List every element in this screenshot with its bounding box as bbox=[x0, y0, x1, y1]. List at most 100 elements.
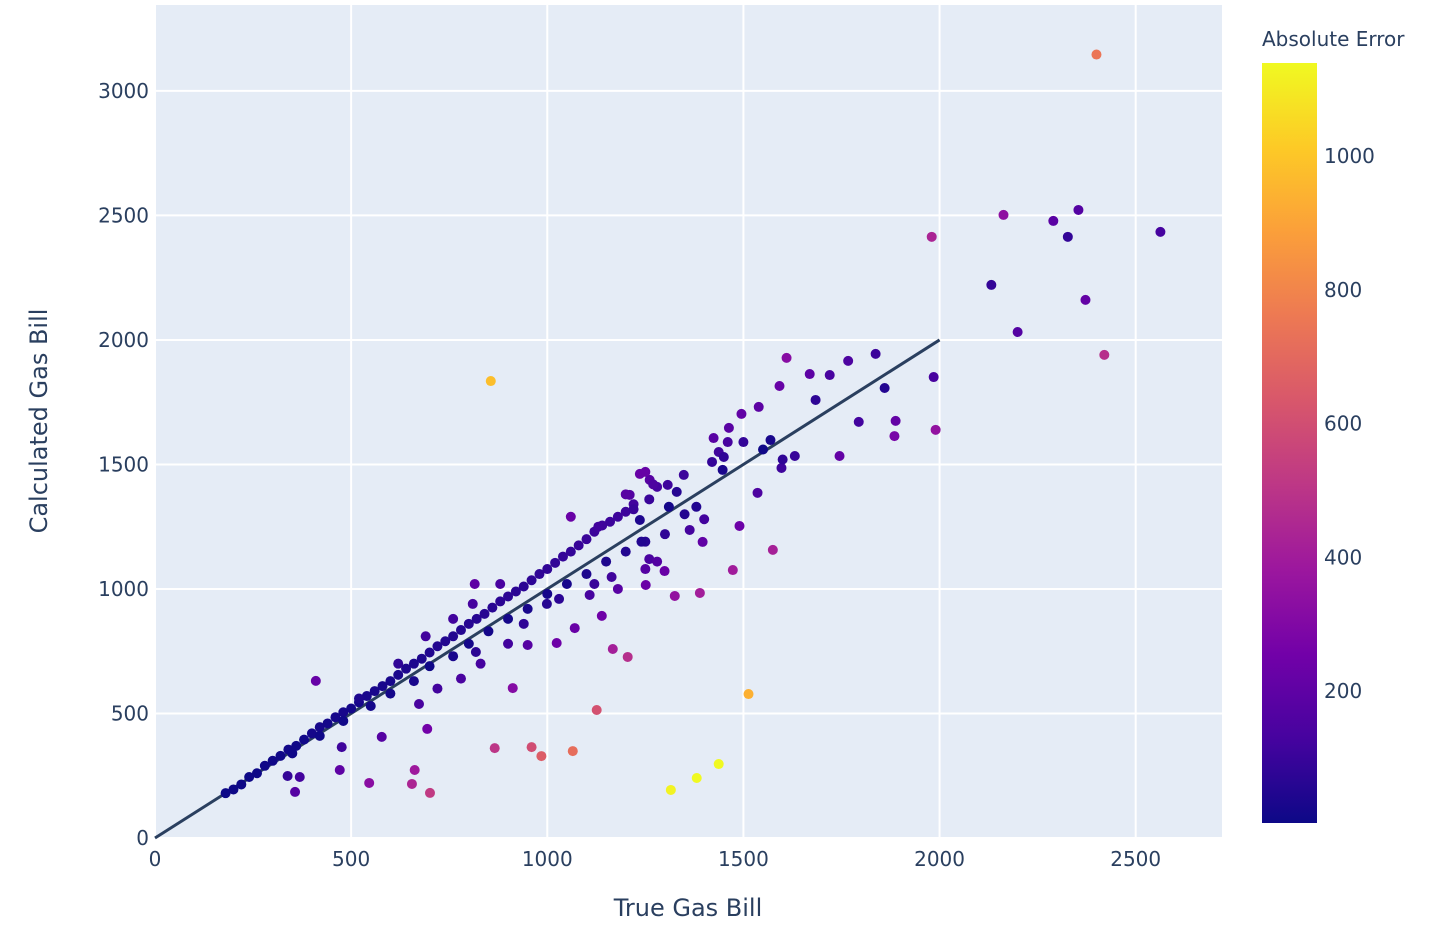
data-point bbox=[440, 636, 451, 647]
data-point bbox=[640, 466, 651, 477]
data-point bbox=[541, 598, 552, 609]
data-point bbox=[220, 788, 231, 799]
y-tick-label: 1500 bbox=[98, 452, 149, 476]
data-point bbox=[393, 669, 404, 680]
data-point bbox=[369, 686, 380, 697]
data-point bbox=[542, 564, 553, 575]
data-point bbox=[455, 673, 466, 684]
data-point bbox=[606, 572, 617, 583]
data-point bbox=[694, 587, 705, 598]
data-point bbox=[522, 603, 533, 614]
y-tick-label: 2500 bbox=[98, 203, 149, 227]
data-point bbox=[879, 383, 890, 394]
y-tick-labels: 0 500 1000 1500 2000 2500 3000 bbox=[98, 79, 149, 850]
data-point bbox=[810, 394, 821, 405]
data-points bbox=[220, 49, 1166, 799]
data-point bbox=[448, 631, 459, 642]
data-point bbox=[259, 760, 270, 771]
data-point bbox=[314, 722, 325, 733]
data-point bbox=[679, 509, 690, 520]
data-point bbox=[644, 494, 655, 505]
data-point bbox=[518, 618, 529, 629]
data-point bbox=[663, 501, 674, 512]
data-point bbox=[640, 579, 651, 590]
data-point bbox=[406, 778, 417, 789]
data-point bbox=[495, 596, 506, 607]
data-point bbox=[777, 454, 788, 465]
data-point bbox=[644, 554, 655, 565]
data-point bbox=[774, 381, 785, 392]
data-point bbox=[804, 369, 815, 380]
data-point bbox=[282, 770, 293, 781]
data-point bbox=[424, 661, 435, 672]
plot-area bbox=[155, 5, 1222, 838]
data-point bbox=[573, 540, 584, 551]
data-point bbox=[691, 772, 702, 783]
data-point bbox=[1012, 326, 1023, 337]
data-point bbox=[470, 646, 481, 657]
data-point bbox=[448, 651, 459, 662]
data-point bbox=[557, 551, 568, 562]
colorbar-tick-labels: 200 400 600 800 1000 bbox=[1324, 144, 1375, 703]
data-point bbox=[834, 450, 845, 461]
data-point bbox=[593, 521, 604, 532]
data-point bbox=[416, 653, 427, 664]
data-point bbox=[554, 593, 565, 604]
x-tick-label: 500 bbox=[332, 847, 370, 871]
colorbar bbox=[1262, 63, 1317, 823]
data-point bbox=[489, 743, 500, 754]
data-point bbox=[542, 588, 553, 599]
colorbar-tick-label: 600 bbox=[1324, 412, 1362, 436]
data-point bbox=[713, 759, 724, 770]
data-point bbox=[251, 768, 262, 779]
data-point bbox=[767, 544, 778, 555]
data-point bbox=[718, 451, 729, 462]
y-tick-label: 0 bbox=[136, 826, 149, 850]
y-axis-title: Calculated Gas Bill bbox=[25, 309, 53, 534]
data-point bbox=[1155, 226, 1166, 237]
colorbar-tick-label: 200 bbox=[1324, 679, 1362, 703]
data-point bbox=[338, 707, 349, 718]
data-point bbox=[479, 608, 490, 619]
data-point bbox=[612, 583, 623, 594]
data-point bbox=[926, 231, 937, 242]
data-point bbox=[607, 643, 618, 654]
data-point bbox=[485, 376, 496, 387]
data-point bbox=[365, 701, 376, 712]
data-point bbox=[377, 681, 388, 692]
data-point bbox=[930, 424, 941, 435]
data-point bbox=[565, 511, 576, 522]
x-tick-labels: 0 500 1000 1500 2000 2500 bbox=[149, 847, 1162, 871]
data-point bbox=[526, 575, 537, 586]
data-point bbox=[299, 734, 310, 745]
data-point bbox=[662, 479, 673, 490]
data-point bbox=[550, 557, 561, 568]
data-point bbox=[853, 416, 864, 427]
data-point bbox=[890, 415, 901, 426]
data-point bbox=[424, 647, 435, 658]
data-point bbox=[648, 479, 659, 490]
data-point bbox=[408, 676, 419, 687]
data-point bbox=[334, 765, 345, 776]
data-point bbox=[652, 556, 663, 567]
data-point bbox=[752, 487, 763, 498]
data-point bbox=[495, 578, 506, 589]
data-point bbox=[432, 683, 443, 694]
data-point bbox=[753, 401, 764, 412]
data-point bbox=[870, 348, 881, 359]
data-point bbox=[507, 683, 518, 694]
data-point bbox=[634, 514, 645, 525]
data-point bbox=[596, 610, 607, 621]
data-point bbox=[244, 771, 255, 782]
data-point bbox=[455, 625, 466, 636]
data-point bbox=[727, 565, 738, 576]
data-point bbox=[503, 638, 514, 649]
data-point bbox=[475, 658, 486, 669]
data-point bbox=[310, 675, 321, 686]
data-point bbox=[364, 777, 375, 788]
data-point bbox=[483, 626, 494, 637]
x-tick-label: 2500 bbox=[1110, 847, 1161, 871]
data-point bbox=[336, 742, 347, 753]
data-point bbox=[551, 638, 562, 649]
